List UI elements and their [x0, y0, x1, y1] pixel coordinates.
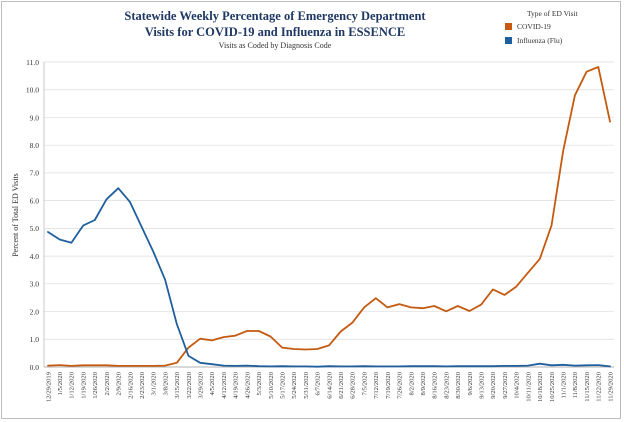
grid-lines [44, 61, 614, 368]
y-tick-label: 6.0 [30, 196, 40, 205]
y-tick-label: 5.0 [30, 224, 40, 233]
x-tick-label: 3/29/2020 [198, 371, 205, 398]
x-tick-label: 11/8/2020 [572, 371, 579, 398]
chart-title-line1: Statewide Weekly Percentage of Emergency… [124, 9, 426, 23]
x-tick-label: 5/31/2020 [303, 371, 310, 398]
x-tick-label: 8/23/2020 [443, 371, 450, 398]
x-tick-label: 10/25/2020 [549, 371, 556, 402]
x-tick-label: 6/28/2020 [350, 371, 357, 398]
x-tick-label: 9/6/2020 [467, 371, 474, 395]
x-tick-label: 10/18/2020 [537, 371, 544, 402]
x-tick-label: 6/7/2020 [315, 371, 322, 395]
x-tick-label: 3/1/2020 [151, 371, 158, 395]
y-tick-label: 11.0 [26, 58, 39, 67]
legend: Type of ED Visit COVID-19 Influenza (Flu… [505, 9, 615, 50]
x-tick-label: 5/24/2020 [291, 371, 298, 398]
series-lines [47, 66, 611, 368]
x-tick-label: 12/29/2019 [45, 371, 52, 402]
y-tick-label: 7.0 [30, 169, 40, 178]
y-tick-label: 8.0 [30, 141, 40, 150]
x-tick-label: 7/19/2020 [385, 371, 392, 398]
x-tick-label: 6/21/2020 [338, 371, 345, 398]
y-tick-label: 1.0 [30, 335, 40, 344]
x-tick-label: 9/13/2020 [479, 371, 486, 398]
x-tick-label: 1/26/2020 [92, 371, 99, 398]
x-tick-label: 10/11/2020 [525, 371, 532, 401]
series-line-covid [47, 66, 611, 367]
x-tick-label: 11/15/2020 [584, 371, 591, 401]
legend-swatch-covid [505, 23, 512, 30]
legend-item-covid: COVID-19 [505, 22, 615, 31]
x-tick-label: 10/4/2020 [514, 371, 521, 398]
x-tick-label: 6/14/2020 [326, 371, 333, 398]
x-tick-label: 7/12/2020 [373, 371, 380, 398]
x-tick-label: 11/1/2020 [560, 371, 567, 398]
x-tick-label: 2/9/2020 [116, 371, 123, 395]
x-tick-label: 4/12/2020 [221, 371, 228, 398]
x-tick-label: 9/27/2020 [502, 371, 509, 398]
x-tick-label: 7/5/2020 [361, 371, 368, 395]
x-tick-label: 5/3/2020 [256, 371, 263, 395]
x-tick-label: 8/30/2020 [455, 371, 462, 398]
x-tick-label: 8/2/2020 [408, 371, 415, 395]
x-tick-label: 9/20/2020 [490, 371, 497, 398]
y-tick-label: 4.0 [30, 252, 40, 261]
x-tick-label: 11/22/2020 [596, 371, 603, 401]
x-tick-label: 3/8/2020 [162, 371, 169, 395]
y-tick-label: 0.0 [30, 363, 40, 372]
y-tick-label: 2.0 [30, 307, 40, 316]
x-tick-label: 3/15/2020 [174, 371, 181, 398]
legend-title: Type of ED Visit [527, 9, 578, 18]
y-axis: 0.0 1.0 2.0 3.0 4.0 5.0 6.0 7.0 8.0 9.0 10.0 11.0 [26, 58, 45, 372]
x-tick-label: 11/29/2020 [607, 371, 614, 401]
x-tick-label: 8/9/2020 [420, 371, 427, 395]
legend-label-flu: Influenza (Flu) [517, 36, 563, 45]
x-tick-label: 4/19/2020 [233, 371, 240, 398]
y-axis-label: Percent of Total ED Visits [11, 173, 20, 257]
x-tick-label: 2/23/2020 [139, 371, 146, 398]
x-tick-label: 8/16/2020 [432, 371, 439, 398]
y-tick-label: 10.0 [26, 86, 39, 95]
chart-title-line2: Visits for COVID-19 and Influenza in ESS… [144, 25, 406, 39]
x-tick-label: 4/26/2020 [244, 371, 251, 398]
x-tick-label: 2/16/2020 [127, 371, 134, 398]
series-line-flu [47, 187, 611, 368]
x-tick-label: 1/12/2020 [69, 371, 76, 398]
y-tick-label: 9.0 [30, 113, 40, 122]
x-tick-label: 5/17/2020 [279, 371, 286, 398]
x-tick-label: 1/19/2020 [80, 371, 87, 398]
x-tick-label: 7/26/2020 [397, 371, 404, 398]
x-tick-label: 4/5/2020 [209, 371, 216, 395]
x-tick-label: 2/2/2020 [104, 371, 111, 395]
chart-subtitle: Visits as Coded by Diagnosis Code [218, 41, 332, 50]
x-tick-label: 3/22/2020 [186, 371, 193, 398]
legend-item-flu: Influenza (Flu) [505, 36, 615, 45]
legend-label-covid: COVID-19 [517, 22, 551, 31]
x-tick-label: 1/5/2020 [57, 371, 64, 395]
legend-swatch-flu [505, 37, 512, 44]
y-tick-label: 3.0 [30, 280, 40, 289]
x-tick-label: 5/10/2020 [268, 371, 275, 398]
x-axis: 12/29/2019 1/5/2020 1/12/2020 1/19/2020 1/26… [44, 366, 614, 402]
